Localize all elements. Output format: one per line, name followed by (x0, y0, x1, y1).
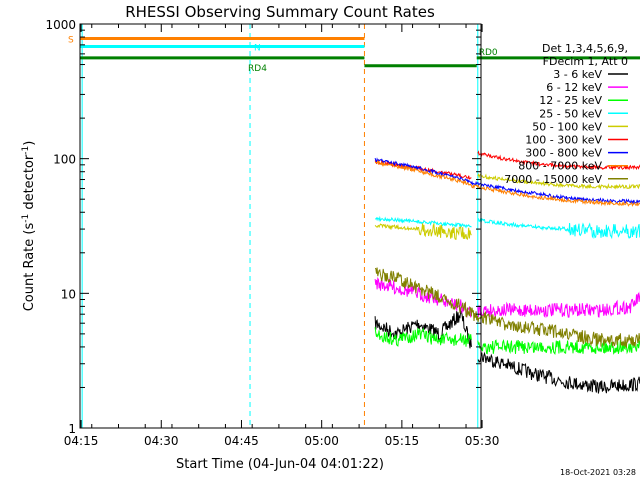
axes: 04:15 04:30 04:45 05:00 05:15 05:30 1 10 100 1000 (45, 18, 499, 448)
legend-entry-label: 50 - 100 keV (532, 120, 602, 133)
series-8 (374, 159, 640, 207)
legend-entry-label: 300 - 800 keV (525, 147, 602, 160)
plot-series (374, 150, 640, 394)
y-tick-label: 10 (61, 287, 76, 301)
y-axis-label: Count Rate (s-1 detector-1) (21, 141, 37, 312)
x-tick-label: 04:30 (144, 434, 179, 448)
series-7 (374, 157, 640, 205)
series-9 (374, 267, 640, 349)
x-tick-label: 05:15 (385, 434, 420, 448)
series-4 (375, 215, 640, 240)
footer-timestamp: 18-Oct-2021 03:28 (560, 468, 636, 477)
legend-entry-label: 25 - 50 keV (539, 107, 602, 120)
state-bar-label: RD4 (248, 64, 267, 74)
legend-entry-label: 3 - 6 keV (553, 68, 602, 81)
legend-entry-label: 800 - 7000 keV (518, 160, 602, 173)
y-tick-label: 1 (68, 422, 76, 436)
series-line (374, 159, 640, 207)
legend-header: Det 1,3,4,5,6,9, (542, 42, 628, 55)
state-bar-label: S (68, 36, 74, 46)
legend-header: FDecim 1, Att 0 (543, 55, 628, 68)
y-tick-label: 1000 (45, 18, 76, 32)
series-line (374, 157, 640, 205)
state-bars: S N RD4 RD0 (68, 36, 640, 74)
series-line (477, 218, 640, 240)
plot-frame (79, 23, 482, 429)
x-tick-label: 05:30 (465, 434, 500, 448)
series-line (374, 267, 640, 349)
legend-entry-label: 6 - 12 keV (546, 81, 602, 94)
series-line (375, 215, 472, 229)
x-tick-label: 05:00 (304, 434, 339, 448)
vertical-markers (81, 24, 479, 428)
y-tick-label: 100 (53, 153, 76, 167)
x-tick-label: 04:15 (64, 434, 99, 448)
series-line (374, 276, 472, 318)
x-tick-label: 04:45 (224, 434, 259, 448)
series-5 (374, 173, 640, 240)
legend-entry-label: 7000 - 15000 keV (504, 173, 602, 186)
state-bar-label: RD0 (479, 48, 498, 58)
legend-entry-label: 12 - 25 keV (539, 94, 602, 107)
series-2 (374, 276, 640, 318)
series-line (374, 327, 472, 347)
legend-entry-label: 100 - 300 keV (525, 134, 602, 147)
state-bar-label: N (254, 44, 261, 54)
series-line (477, 290, 640, 318)
series-line (477, 173, 640, 191)
legend: Det 1,3,4,5,6,9,FDecim 1, Att 03 - 6 keV… (504, 42, 628, 186)
chart-title: RHESSI Observing Summary Count Rates (125, 3, 435, 21)
series-line (477, 351, 640, 394)
series-line (477, 150, 640, 171)
series-line (374, 222, 472, 240)
x-axis-label: Start Time (04-Jun-04 04:01:22) (176, 457, 384, 472)
